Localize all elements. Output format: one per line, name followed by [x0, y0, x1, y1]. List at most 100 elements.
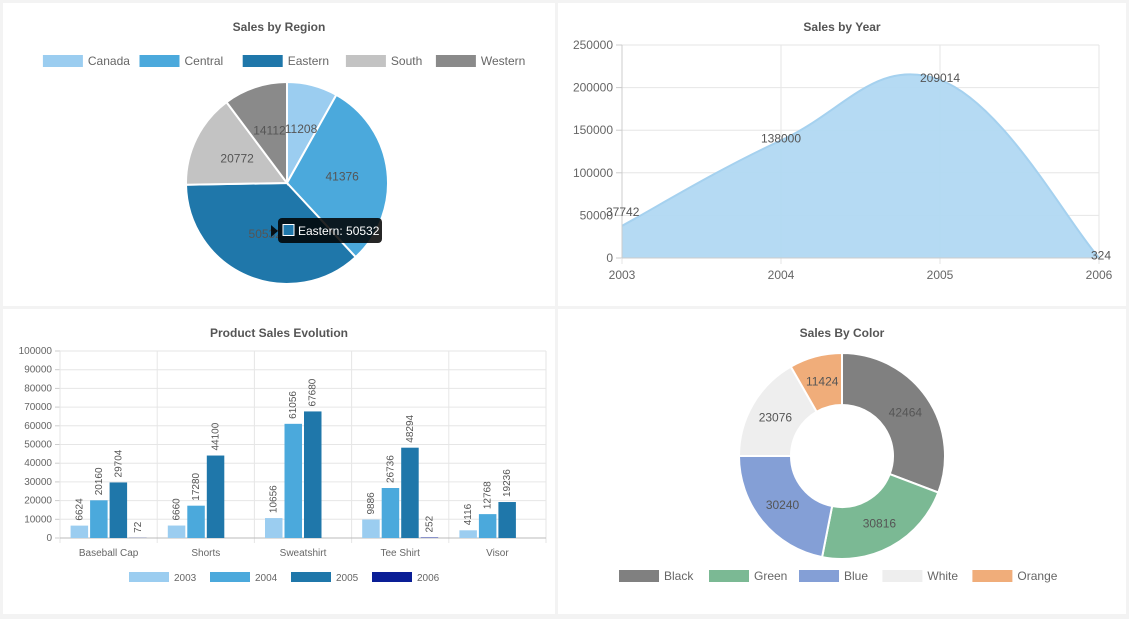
data-label-orange: 11424: [806, 375, 839, 389]
y-tick-label: 50000: [24, 440, 52, 451]
legend-swatch-color-1[interactable]: [709, 570, 749, 582]
legend-label-color-2: Blue: [844, 569, 868, 583]
legend-swatch-region-0[interactable]: [42, 55, 83, 67]
legend-label-2004: 2004: [255, 573, 278, 584]
y-tick-label: 50000: [580, 208, 614, 222]
doughnut-slice-orange[interactable]: [789, 351, 843, 414]
legend-label-color-3: White: [927, 569, 958, 583]
bar-data-label: 10656: [269, 485, 280, 513]
bar-data-label: 20160: [94, 467, 105, 495]
y-tick-label: 30000: [24, 477, 52, 488]
bar-2005-0[interactable]: [109, 482, 128, 538]
bar-2004-2[interactable]: [284, 423, 303, 538]
legend-label-color-0: Black: [664, 569, 694, 583]
bar-data-label: 252: [424, 515, 435, 532]
bar-2003-1[interactable]: [167, 525, 186, 538]
y-tick-label: 90000: [24, 365, 52, 376]
bar-data-label: 61056: [288, 391, 299, 419]
bar-data-label: 29704: [113, 449, 124, 477]
legend-label-2003: 2003: [174, 573, 197, 584]
legend-label-2006: 2006: [417, 573, 440, 584]
bar-2004-1[interactable]: [187, 505, 205, 538]
legend-label-region-1: Central: [185, 54, 224, 68]
area-fill[interactable]: [622, 74, 1099, 259]
data-label: 37742: [606, 205, 640, 219]
legend-swatch-region-4[interactable]: [435, 55, 476, 67]
y-tick-label: 60000: [24, 421, 52, 432]
bar-data-label: 44100: [211, 422, 222, 450]
bar-2003-3[interactable]: [362, 519, 380, 538]
legend-swatch-color-3[interactable]: [882, 570, 923, 582]
legend-swatch-color-2[interactable]: [799, 570, 839, 582]
x-tick-label: 2004: [768, 268, 795, 282]
product-sales-chart: 0 10000 20000 30000 40000 50000 60000 70000 8000…: [19, 346, 547, 584]
bar-data-label: 12768: [483, 481, 494, 509]
sales-by-color-chart: 42464 30816 30240 23076 11424 Black Green Blue W…: [619, 351, 1058, 583]
legend-swatch-region-1[interactable]: [139, 55, 180, 67]
y-tick-label: 20000: [24, 496, 52, 507]
legend-swatch-region-2[interactable]: [242, 55, 283, 67]
bar-2003-0[interactable]: [70, 525, 89, 538]
x-tick-label: Visor: [486, 548, 509, 559]
bar-2005-4[interactable]: [498, 502, 516, 538]
sales-by-region-chart: Canada Central Eastern South Western 11208 413…: [42, 54, 525, 285]
sales-by-year-chart: 0 50000 100000 150000 200000 250000 2003 2004 20…: [573, 38, 1113, 282]
data-label: 209014: [920, 71, 960, 85]
bar-2004-4[interactable]: [478, 514, 497, 538]
legend-label-2005: 2005: [336, 573, 359, 584]
y-tick-label: 0: [606, 251, 613, 265]
y-tick-label: 100000: [19, 346, 53, 357]
tooltip: Eastern: 50532: [271, 218, 382, 243]
x-tick-label: 2005: [927, 268, 954, 282]
chart-title: Sales by Year: [803, 20, 881, 34]
legend-swatch-2003[interactable]: [129, 572, 169, 582]
y-tick-label: 40000: [24, 458, 52, 469]
y-tick-label: 250000: [573, 38, 613, 52]
data-label-green: 30816: [863, 516, 897, 530]
product-sales-panel: Product Sales Evolution 0 10000 20000 30000…: [3, 309, 555, 614]
bar-2005-2[interactable]: [304, 411, 322, 538]
bar-2005-1[interactable]: [206, 455, 225, 538]
x-tick-label: Baseball Cap: [79, 548, 139, 559]
legend-swatch-region-3[interactable]: [345, 55, 386, 67]
data-label-central: 41376: [325, 169, 359, 183]
legend-swatch-color-4[interactable]: [972, 570, 1013, 582]
data-label-white: 23076: [759, 410, 793, 424]
chart-title: Sales by Region: [232, 20, 326, 34]
pie-slice-south[interactable]: [185, 100, 289, 186]
bar-data-label: 26736: [385, 455, 396, 483]
legend-swatch-color-0[interactable]: [619, 570, 659, 582]
pie-slice-eastern[interactable]: [184, 181, 358, 285]
bar-2003-4[interactable]: [459, 530, 477, 538]
bar-2005-3[interactable]: [401, 447, 419, 538]
tooltip-caret: [271, 225, 278, 237]
doughnut-slice-black[interactable]: [841, 351, 946, 494]
bar-data-label: 6660: [172, 498, 183, 521]
bar-2004-3[interactable]: [381, 488, 400, 538]
data-label: 138000: [761, 131, 801, 145]
bar-data-label: 67680: [308, 378, 319, 406]
bar-data-label: 4116: [463, 503, 474, 525]
legend-swatch-2004[interactable]: [210, 572, 250, 582]
data-label-black: 42464: [889, 405, 923, 419]
legend-swatch-2005[interactable]: [291, 572, 331, 582]
y-tick-label: 70000: [24, 402, 52, 413]
doughnut-slice-blue[interactable]: [737, 454, 834, 559]
legend-label-color-4: Orange: [1017, 569, 1057, 583]
tooltip-text: Eastern: 50532: [298, 224, 380, 238]
bar-2004-0[interactable]: [90, 500, 108, 538]
x-tick-label: Shorts: [191, 548, 220, 559]
bar-2003-2[interactable]: [265, 518, 283, 538]
bar-data-label: 17280: [191, 472, 202, 500]
data-label-blue: 30240: [766, 498, 800, 512]
legend-swatch-2006[interactable]: [372, 572, 412, 582]
area-line: [621, 73, 1100, 259]
bar-data-label: 9886: [366, 492, 377, 515]
legend-label-color-1: Green: [754, 569, 787, 583]
chart-title: Sales By Color: [799, 326, 885, 340]
legend-label-region-4: Western: [481, 54, 525, 68]
y-tick-label: 10000: [24, 514, 52, 525]
data-label-canada: 11208: [285, 122, 318, 136]
pie-slice-western[interactable]: [225, 80, 288, 187]
doughnut-slice-green[interactable]: [820, 472, 940, 560]
